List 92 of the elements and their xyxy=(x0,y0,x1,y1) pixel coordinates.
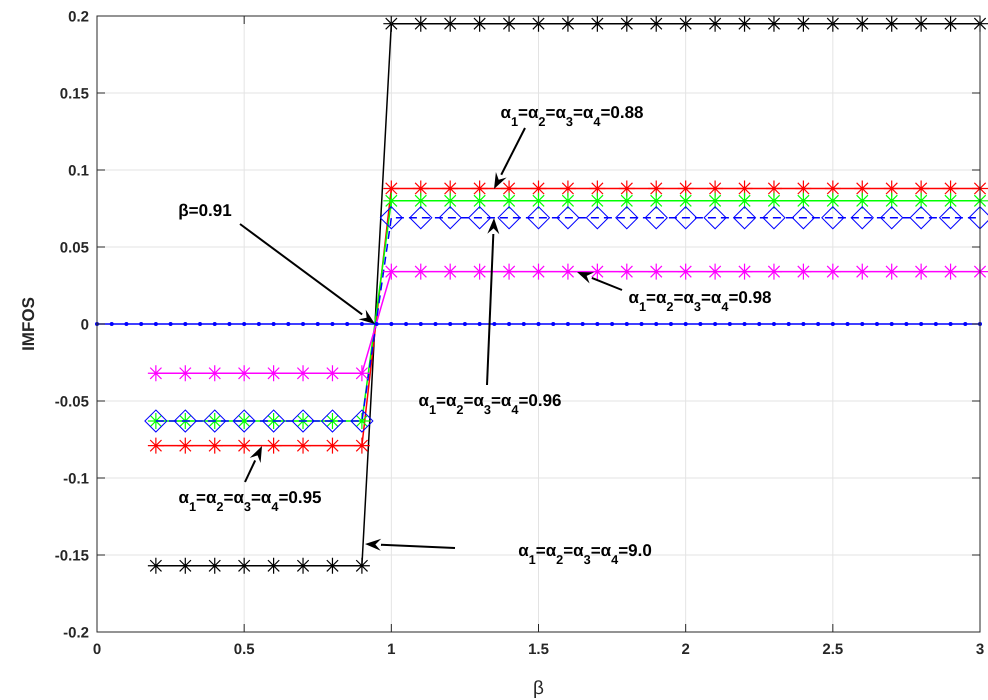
x-tick-label: 2.5 xyxy=(822,641,844,658)
point xyxy=(147,437,164,454)
point xyxy=(850,206,874,230)
point xyxy=(236,437,253,454)
point xyxy=(471,263,488,280)
point xyxy=(824,180,842,198)
point xyxy=(498,206,521,230)
point xyxy=(353,437,370,454)
x-axis-title: β xyxy=(533,678,544,699)
point xyxy=(412,180,430,198)
point xyxy=(912,263,930,280)
point xyxy=(883,263,900,280)
y-tick-label: 0.1 xyxy=(68,162,89,180)
point xyxy=(412,263,430,280)
y-tick-label: 0.05 xyxy=(60,239,89,256)
point xyxy=(704,206,727,230)
point xyxy=(382,180,400,198)
x-tick-label: 0.5 xyxy=(234,641,255,658)
point xyxy=(648,180,665,198)
point xyxy=(910,206,933,230)
x-tick-label: 1 xyxy=(387,641,396,658)
point xyxy=(674,206,698,230)
y-tick-label: -0.15 xyxy=(54,547,89,564)
point xyxy=(530,180,548,198)
point xyxy=(939,206,962,230)
point xyxy=(500,263,518,280)
point xyxy=(556,206,580,230)
x-tick-label: 2 xyxy=(681,641,690,658)
annotation: β=0.91 xyxy=(178,200,232,220)
point xyxy=(942,263,960,280)
x-tick-label: 0 xyxy=(92,641,102,658)
text: α$_{1}$=α$_{2}$=α$_{3}$=α$_{4}$=9.0 xyxy=(518,540,652,566)
point xyxy=(792,206,815,230)
point xyxy=(794,263,812,280)
y-axis-title: IMFOS xyxy=(19,297,38,351)
y-tick-label: -0.05 xyxy=(54,393,89,410)
point xyxy=(733,206,756,230)
point xyxy=(765,263,783,280)
point xyxy=(618,263,636,280)
point xyxy=(615,206,638,230)
point xyxy=(324,437,342,454)
point xyxy=(824,263,842,280)
y-tick-label: 0.15 xyxy=(60,85,89,102)
y-tick-label: 0.2 xyxy=(68,8,89,26)
point xyxy=(559,263,577,280)
point xyxy=(176,437,194,454)
point xyxy=(736,263,754,280)
point xyxy=(883,180,900,198)
x-tick-label: 1.5 xyxy=(528,641,549,658)
point xyxy=(588,180,606,198)
point xyxy=(380,206,403,230)
text: α$_{1}$=α$_{2}$=α$_{3}$=α$_{4}$=0.88 xyxy=(500,102,644,128)
y-tick-label: -0.2 xyxy=(63,624,89,642)
point xyxy=(442,263,459,280)
point xyxy=(527,206,550,230)
point xyxy=(438,206,462,230)
point xyxy=(500,180,518,198)
point xyxy=(880,206,904,230)
point xyxy=(854,180,871,198)
point xyxy=(762,206,786,230)
point xyxy=(706,180,724,198)
text: α$_{1}$=α$_{2}$=α$_{3}$=α$_{4}$=0.98 xyxy=(628,288,772,314)
point xyxy=(765,180,783,198)
point xyxy=(588,263,606,280)
point xyxy=(468,206,492,230)
point xyxy=(442,180,459,198)
point xyxy=(294,437,312,454)
point xyxy=(821,206,844,230)
point xyxy=(736,180,754,198)
point xyxy=(648,263,665,280)
text: α$_{1}$=α$_{2}$=α$_{3}$=α$_{4}$=0.95 xyxy=(178,488,322,514)
point xyxy=(644,206,668,230)
y-tick-label: 0 xyxy=(80,316,89,334)
x-tick-label: 3 xyxy=(976,641,984,658)
point xyxy=(409,206,432,230)
y-tick-label: -0.1 xyxy=(63,470,89,488)
point xyxy=(530,263,548,280)
point xyxy=(706,263,724,280)
point xyxy=(586,206,609,230)
point xyxy=(618,180,636,198)
point xyxy=(559,180,577,198)
point xyxy=(912,180,930,198)
point xyxy=(677,180,694,198)
point xyxy=(794,180,812,198)
text: α$_{1}$=α$_{2}$=α$_{3}$=α$_{4}$=0.96 xyxy=(418,390,562,416)
point xyxy=(265,437,282,454)
point xyxy=(382,263,400,280)
point xyxy=(854,263,871,280)
point xyxy=(206,437,224,454)
point xyxy=(677,263,694,280)
point xyxy=(942,180,960,198)
point xyxy=(471,180,488,198)
